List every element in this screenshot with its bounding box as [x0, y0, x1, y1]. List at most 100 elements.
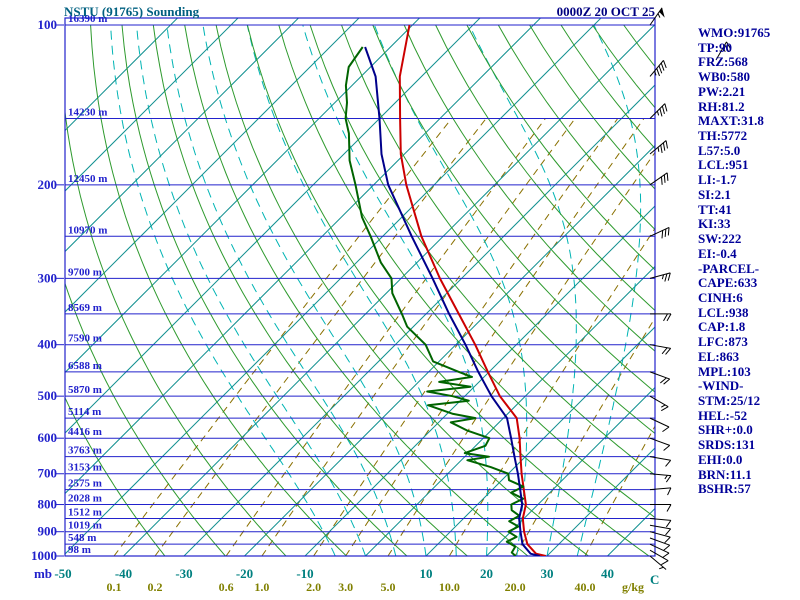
dewpoint-trace [344, 46, 525, 556]
svg-text:100: 100 [38, 17, 58, 32]
svg-text:1019 m: 1019 m [68, 520, 102, 532]
datetime-label: 0000Z 20 OCT 25 [556, 4, 655, 19]
svg-text:3763 m: 3763 m [68, 445, 102, 457]
svg-text:12450 m: 12450 m [68, 173, 107, 185]
svg-text:98 m: 98 m [68, 544, 91, 556]
svg-text:10970 m: 10970 m [68, 224, 107, 236]
svg-text:-40: -40 [115, 566, 132, 581]
svg-text:600: 600 [38, 430, 58, 445]
svg-text:4416 m: 4416 m [68, 426, 102, 438]
pressure-gridlines [65, 24, 655, 557]
stats-panel: WMO:91765 TP:90 FRZ:568 WB0:580 PW:2.21 RH:81… [698, 25, 771, 497]
stat-line: FRZ:568 [698, 54, 748, 70]
svg-text:500: 500 [38, 388, 58, 403]
svg-text:g/kg: g/kg [622, 580, 644, 594]
stat-line: WB0:580 [698, 69, 750, 85]
sounding-traces [344, 24, 547, 556]
wind-barbs [649, 7, 731, 570]
svg-text:16390 m: 16390 m [68, 13, 107, 25]
stat-line: -WIND- [698, 378, 744, 394]
stat-line: STM:25/12 [698, 392, 761, 408]
svg-text:1.0: 1.0 [254, 580, 269, 594]
stat-line: TT:41 [698, 201, 732, 217]
svg-text:548 m: 548 m [68, 532, 96, 544]
stat-line: CAPE:633 [698, 275, 758, 291]
svg-text:800: 800 [38, 497, 58, 512]
stat-line: SRDS:131 [698, 437, 756, 453]
svg-text:30: 30 [541, 566, 554, 581]
svg-text:8569 m: 8569 m [68, 302, 102, 314]
page-title: NSTU (91765) Sounding [64, 4, 200, 19]
stat-line: TH:5772 [698, 128, 748, 144]
stat-line: LCL:951 [698, 157, 749, 173]
svg-text:2.0: 2.0 [306, 580, 321, 594]
stat-line: LI:-1.7 [698, 172, 737, 188]
stat-line: HEL:-52 [698, 407, 748, 423]
stat-line: BSHR:57 [698, 481, 751, 497]
stat-line: LCL:938 [698, 304, 749, 320]
svg-text:9700 m: 9700 m [68, 266, 102, 278]
svg-text:-30: -30 [175, 566, 192, 581]
svg-text:7590 m: 7590 m [68, 333, 102, 345]
stat-line: EI:-0.4 [698, 245, 737, 261]
svg-text:2575 m: 2575 m [68, 478, 102, 490]
svg-text:0.6: 0.6 [219, 580, 234, 594]
stat-line: SHR+:0.0 [698, 422, 753, 438]
mixing-ratio-lines [113, 118, 655, 556]
stat-line: SI:2.1 [698, 186, 731, 202]
svg-text:40: 40 [601, 566, 614, 581]
temp-axis-labels: -50 -40 -30 -20 -10 10 20 30 40 C [54, 566, 659, 587]
svg-text:5114 m: 5114 m [68, 406, 101, 418]
svg-text:20.0: 20.0 [505, 580, 526, 594]
stat-line: CAP:1.8 [698, 319, 746, 335]
svg-text:1000: 1000 [31, 548, 57, 563]
svg-text:40.0: 40.0 [574, 580, 595, 594]
svg-text:-10: -10 [296, 566, 313, 581]
svg-text:-20: -20 [236, 566, 253, 581]
stat-line: CINH:6 [698, 289, 743, 305]
parcel-trace [364, 46, 540, 556]
stat-line: SW:222 [698, 231, 742, 247]
stat-line: -PARCEL- [698, 260, 760, 276]
svg-text:200: 200 [38, 177, 58, 192]
svg-text:700: 700 [38, 466, 58, 481]
stat-line: RH:81.2 [698, 98, 745, 114]
stat-line: LFC:873 [698, 334, 748, 350]
svg-text:20: 20 [480, 566, 493, 581]
svg-text:3.0: 3.0 [338, 580, 353, 594]
stat-line: KI:33 [698, 216, 731, 232]
svg-text:6588 m: 6588 m [68, 360, 102, 372]
plot-frame [64, 17, 656, 557]
svg-text:900: 900 [38, 524, 58, 539]
svg-text:C: C [650, 572, 659, 587]
svg-text:0.1: 0.1 [106, 580, 121, 594]
svg-text:-50: -50 [54, 566, 71, 581]
svg-text:1512 m: 1512 m [68, 507, 102, 519]
stat-line: TP:90 [698, 39, 732, 55]
stat-line: L57:5.0 [698, 142, 741, 158]
svg-text:14230 m: 14230 m [68, 107, 107, 119]
stat-line: PW:2.21 [698, 83, 746, 99]
stat-line: MAXT:31.8 [698, 113, 764, 129]
svg-text:3153 m: 3153 m [68, 462, 102, 474]
svg-text:mb: mb [34, 566, 52, 581]
svg-text:0.2: 0.2 [148, 580, 163, 594]
svg-text:2028 m: 2028 m [68, 493, 102, 505]
svg-text:400: 400 [38, 337, 58, 352]
stat-line: EL:863 [698, 348, 740, 364]
stat-line: WMO:91765 [698, 25, 771, 40]
pressure-axis-labels: 100 200 300 400 500 600 700 800 900 1000 mb [31, 17, 64, 581]
stat-line: EHI:0.0 [698, 451, 743, 467]
svg-text:10.0: 10.0 [439, 580, 460, 594]
svg-text:5.0: 5.0 [381, 580, 396, 594]
height-labels: 16390 m 14230 m 12450 m 10970 m 9700 m 8569 m… [68, 13, 107, 556]
svg-text:10: 10 [420, 566, 433, 581]
temperature-trace [398, 24, 547, 556]
svg-text:300: 300 [38, 270, 58, 285]
mixing-ratio-labels: 0.1 0.2 0.6 1.0 2.0 3.0 5.0 10.0 20.0 40.0 g/kg [106, 580, 644, 594]
stat-line: MPL:103 [698, 363, 751, 379]
svg-text:5870 m: 5870 m [68, 384, 102, 396]
stat-line: BRN:11.1 [698, 466, 752, 482]
